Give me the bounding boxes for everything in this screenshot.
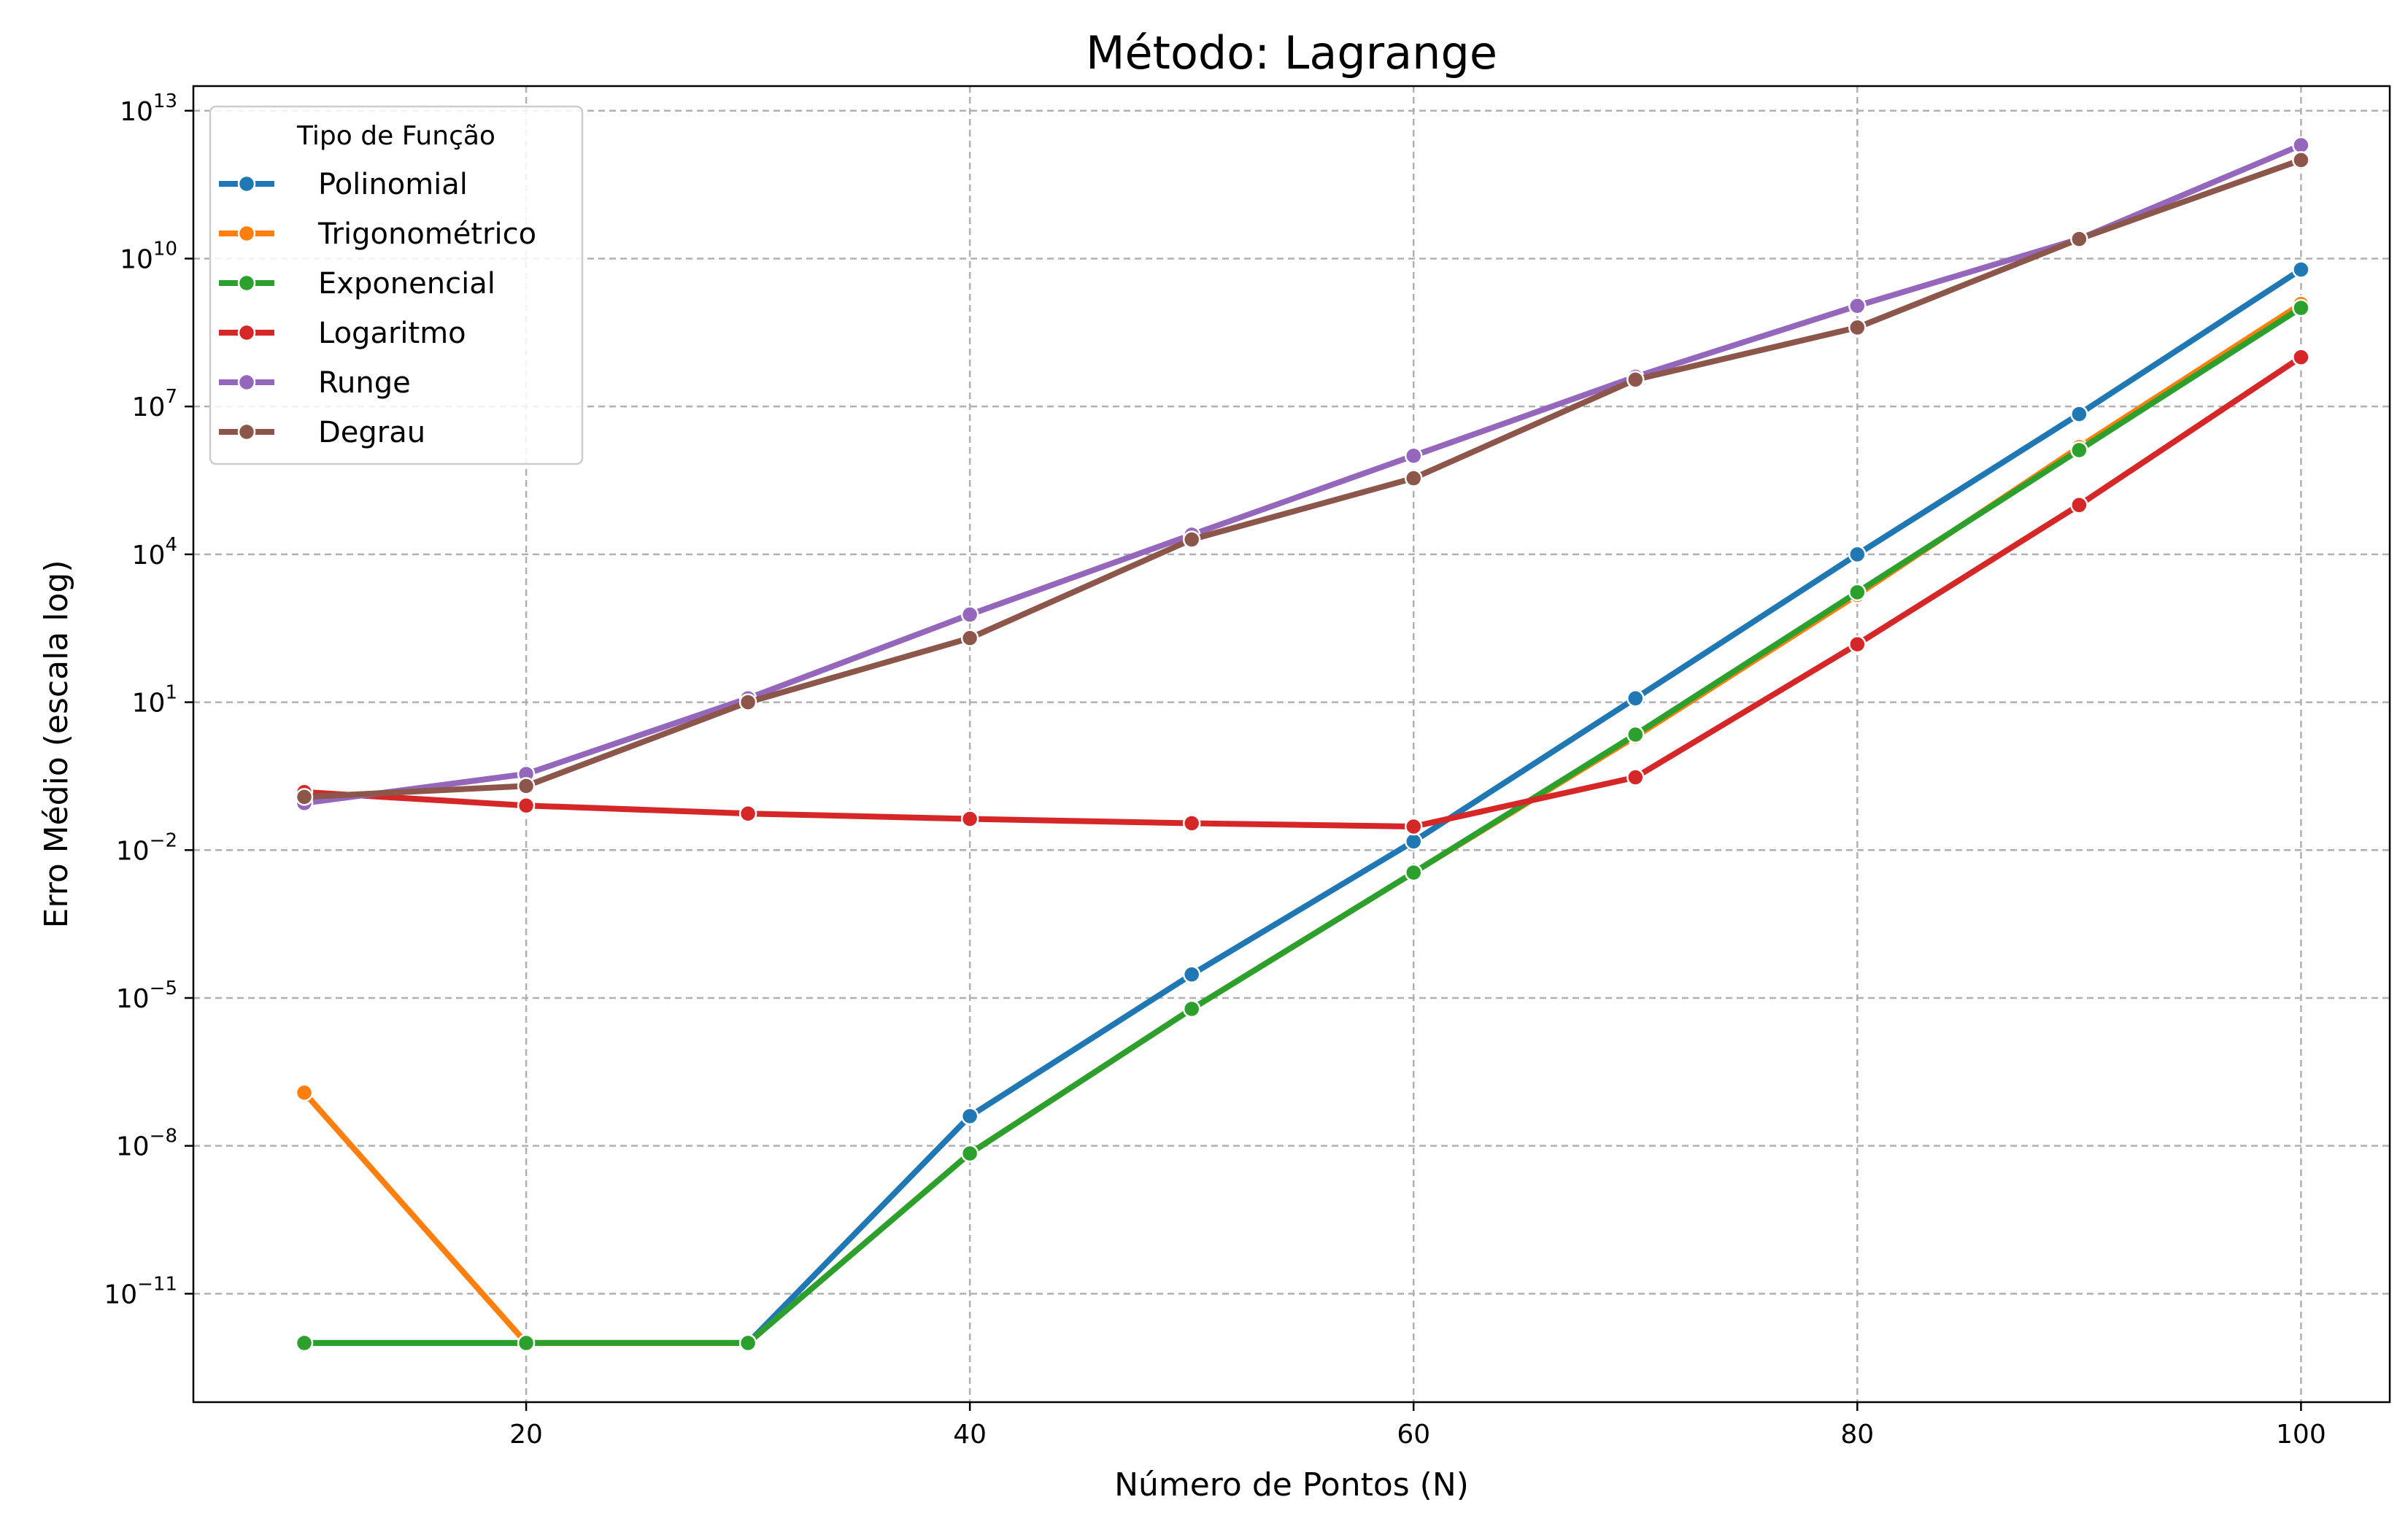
legend-entries: Polinomial Trigonométrico Exponencial Logar… — [219, 168, 536, 449]
series-line-exponencial — [301, 305, 2304, 1346]
series-line-logaritmo — [301, 354, 2304, 829]
data-point — [2292, 298, 2310, 317]
data-point — [1404, 863, 1423, 882]
legend-swatch-marker — [237, 274, 256, 293]
y-tick-label: 107 — [132, 386, 177, 422]
data-point — [2292, 136, 2310, 155]
legend-item-degrau: Degrau — [219, 416, 425, 449]
legend-label: Degrau — [318, 416, 425, 449]
data-point — [295, 1334, 314, 1353]
chart-title: Método: Lagrange — [1086, 26, 1497, 80]
data-point — [2292, 151, 2310, 169]
legend-item-trigonometrico: Trigonométrico — [219, 217, 536, 251]
data-point — [1404, 446, 1423, 465]
data-point — [960, 1107, 979, 1126]
data-point — [295, 1083, 314, 1102]
series-degrau — [295, 151, 2310, 806]
legend-label: Runge — [318, 366, 411, 400]
y-tick-label: 104 — [132, 534, 177, 570]
legend: Tipo de Função Polinomial Trigonométrico E… — [209, 105, 584, 465]
legend-item-exponencial: Exponencial — [219, 267, 495, 301]
plot-area-frame — [192, 85, 2391, 1404]
y-tick-label: 10−5 — [116, 978, 177, 1014]
legend-swatch-marker — [237, 224, 256, 243]
data-point — [1626, 371, 1645, 389]
data-point — [960, 1144, 979, 1163]
data-point — [1848, 296, 1867, 315]
series-line-runge — [301, 142, 2304, 806]
legend-item-polinomial: Polinomial — [219, 168, 468, 201]
data-point — [1848, 583, 1867, 602]
legend-label: Exponencial — [318, 267, 495, 301]
legend-swatch-marker — [237, 323, 256, 342]
x-tick-label: 20 — [509, 1420, 543, 1450]
legend-box — [209, 105, 584, 465]
data-point — [2070, 230, 2088, 248]
data-point — [517, 1334, 536, 1353]
x-tick-label: 80 — [1840, 1420, 1874, 1450]
legend-title: Tipo de Função — [296, 121, 495, 151]
legend-item-logaritmo: Logaritmo — [219, 317, 466, 350]
data-point — [517, 796, 536, 815]
data-point — [960, 629, 979, 647]
legend-swatch-marker — [237, 373, 256, 392]
axis-ticks: 20 40 60 80 100 10−11 10−8 10−5 10−2 101 104 107 101… — [104, 90, 2326, 1450]
x-tick-label: 60 — [1397, 1420, 1430, 1450]
data-point — [2070, 441, 2088, 460]
data-point — [1626, 768, 1645, 786]
y-tick-label: 10−11 — [104, 1273, 177, 1309]
data-point — [1182, 814, 1201, 832]
y-tick-label: 10−2 — [116, 829, 177, 866]
data-point — [1404, 817, 1423, 836]
data-point — [1182, 999, 1201, 1018]
data-point — [960, 810, 979, 828]
data-point — [1848, 635, 1867, 654]
legend-label: Logaritmo — [318, 317, 466, 350]
legend-swatch-marker — [237, 174, 256, 193]
data-point — [1182, 530, 1201, 549]
legend-item-runge: Runge — [219, 366, 411, 400]
legend-label: Polinomial — [318, 168, 468, 201]
data-point — [2292, 348, 2310, 366]
data-point — [517, 777, 536, 795]
data-point — [1404, 832, 1423, 851]
series-logaritmo — [295, 348, 2310, 836]
y-tick-label: 1010 — [120, 238, 177, 274]
data-point — [1404, 469, 1423, 487]
y-tick-label: 1013 — [120, 90, 177, 127]
series-lines — [295, 136, 2310, 1353]
y-tick-label: 10−8 — [116, 1126, 177, 1162]
x-tick-label: 100 — [2276, 1420, 2326, 1450]
data-point — [738, 804, 757, 823]
data-point — [2070, 496, 2088, 514]
data-point — [738, 1334, 757, 1353]
data-point — [1182, 965, 1201, 983]
data-point — [1626, 689, 1645, 708]
data-point — [295, 788, 314, 806]
y-tick-label: 101 — [132, 682, 177, 719]
y-axis-title: Erro Médio (escala log) — [38, 560, 75, 929]
data-point — [1848, 545, 1867, 564]
legend-swatch-marker — [237, 422, 256, 441]
series-line-degrau — [301, 157, 2304, 800]
data-point — [2070, 405, 2088, 423]
grid — [193, 86, 2390, 1402]
x-axis-title: Número de Pontos (N) — [1114, 1466, 1469, 1504]
data-point — [960, 606, 979, 624]
data-point — [1848, 318, 1867, 337]
x-tick-label: 40 — [953, 1420, 987, 1450]
series-exponencial — [295, 298, 2310, 1353]
data-point — [738, 693, 757, 711]
legend-label: Trigonométrico — [317, 217, 536, 251]
data-point — [2292, 260, 2310, 279]
data-point — [1626, 725, 1645, 744]
